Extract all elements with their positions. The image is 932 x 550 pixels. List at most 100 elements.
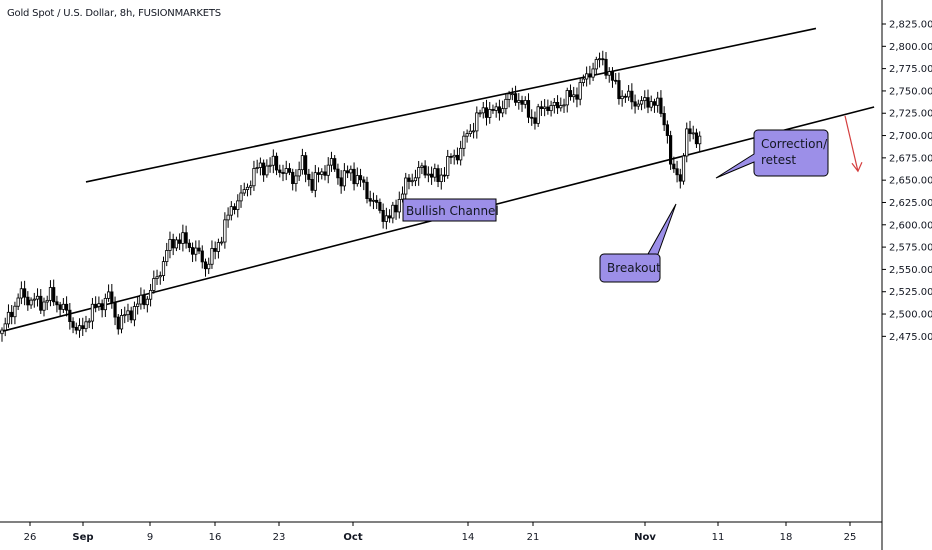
candle-body <box>158 275 162 278</box>
candle-body <box>333 158 337 170</box>
candle-body <box>662 113 666 126</box>
candle-body <box>287 168 292 173</box>
candle-body <box>145 298 149 306</box>
candle-body <box>84 321 88 330</box>
candle-body <box>685 128 689 157</box>
candle-body <box>536 106 540 124</box>
candle-body <box>116 316 120 330</box>
candle-body <box>281 172 285 174</box>
candle-body <box>549 105 553 112</box>
candle-body <box>339 177 343 187</box>
candle-body <box>213 248 217 252</box>
x-tick-label: Oct <box>343 532 362 543</box>
candle-body <box>568 90 573 98</box>
candle-body <box>375 199 379 203</box>
channel-lower-line <box>0 106 875 333</box>
candle-body <box>407 177 411 182</box>
x-tick-label: 16 <box>209 532 222 543</box>
candle-body <box>187 242 191 248</box>
candle-body <box>323 171 327 176</box>
candle-body <box>459 147 463 161</box>
candle-body <box>665 124 669 136</box>
candle-body <box>362 179 366 183</box>
candle-body <box>3 323 7 331</box>
candle-body <box>555 101 560 109</box>
candle-body <box>0 329 4 335</box>
candle-body <box>475 112 479 132</box>
candle-body <box>316 172 321 175</box>
candle-body <box>656 97 660 106</box>
candle-body <box>307 173 311 180</box>
candle-body <box>526 100 531 118</box>
candle-body <box>278 169 282 173</box>
candle-body <box>627 90 631 98</box>
candle-body <box>420 165 424 168</box>
candle-body <box>271 155 275 166</box>
candle-body <box>604 58 608 76</box>
candle-body <box>87 320 91 323</box>
y-tick-label: 2,475.00 <box>889 332 932 343</box>
candle-body <box>678 174 682 182</box>
candle-body <box>681 155 686 182</box>
candle-body <box>300 155 304 171</box>
candle-body <box>178 239 182 244</box>
y-tick-label: 2,525.00 <box>889 287 932 298</box>
candle-body <box>433 168 437 178</box>
channel-upper-line <box>85 27 817 183</box>
candle-body <box>52 287 56 303</box>
candle-body <box>216 242 221 252</box>
candle-body <box>203 261 208 270</box>
y-tick-label: 2,500.00 <box>889 310 932 321</box>
candle-body <box>646 97 650 108</box>
projection-arrowhead <box>851 162 863 173</box>
candle-body <box>226 214 230 221</box>
candle-body <box>294 175 298 185</box>
candle-body <box>190 247 195 255</box>
candle-body <box>16 297 20 307</box>
candle-body <box>77 325 82 331</box>
candle-body <box>90 303 95 322</box>
candle-body <box>546 106 550 112</box>
candle-body <box>617 80 621 100</box>
candle-body <box>245 186 250 191</box>
candle-body <box>262 162 266 176</box>
candles <box>0 50 702 342</box>
candle-body <box>610 71 615 81</box>
y-tick-label: 2,675.00 <box>889 153 932 164</box>
candle-body <box>639 100 644 105</box>
candle-body <box>19 288 23 299</box>
candle-body <box>481 107 485 114</box>
candle-body <box>113 302 117 318</box>
candle-body <box>404 177 408 195</box>
candle-body <box>174 239 179 249</box>
candle-body <box>471 130 476 133</box>
candle-body <box>297 169 301 177</box>
candle-body <box>100 303 104 311</box>
candle-body <box>513 93 518 103</box>
bullish-channel-label: Bullish Channel <box>406 204 499 218</box>
candle-body <box>643 97 647 102</box>
candle-body <box>452 154 456 158</box>
candle-body <box>672 163 676 170</box>
x-tick-label: 11 <box>712 532 725 543</box>
candle-body <box>239 192 243 202</box>
candle-body <box>229 206 233 216</box>
candle-body <box>220 241 224 244</box>
candle-body <box>497 106 502 114</box>
candle-body <box>136 303 140 307</box>
y-tick-label: 2,725.00 <box>889 109 932 120</box>
candle-body <box>168 239 172 251</box>
candle-body <box>607 71 611 76</box>
candle-body <box>358 175 363 181</box>
candle-body <box>468 130 472 135</box>
candle-body <box>106 291 111 299</box>
candle-body <box>236 200 240 210</box>
candle-body <box>520 100 524 105</box>
candle-body <box>110 291 114 303</box>
candle-body <box>694 132 699 145</box>
candle-body <box>349 168 353 174</box>
x-tick-label: 21 <box>527 532 540 543</box>
candle-body <box>462 135 466 149</box>
candle-body <box>413 177 418 182</box>
candle-body <box>200 250 204 263</box>
